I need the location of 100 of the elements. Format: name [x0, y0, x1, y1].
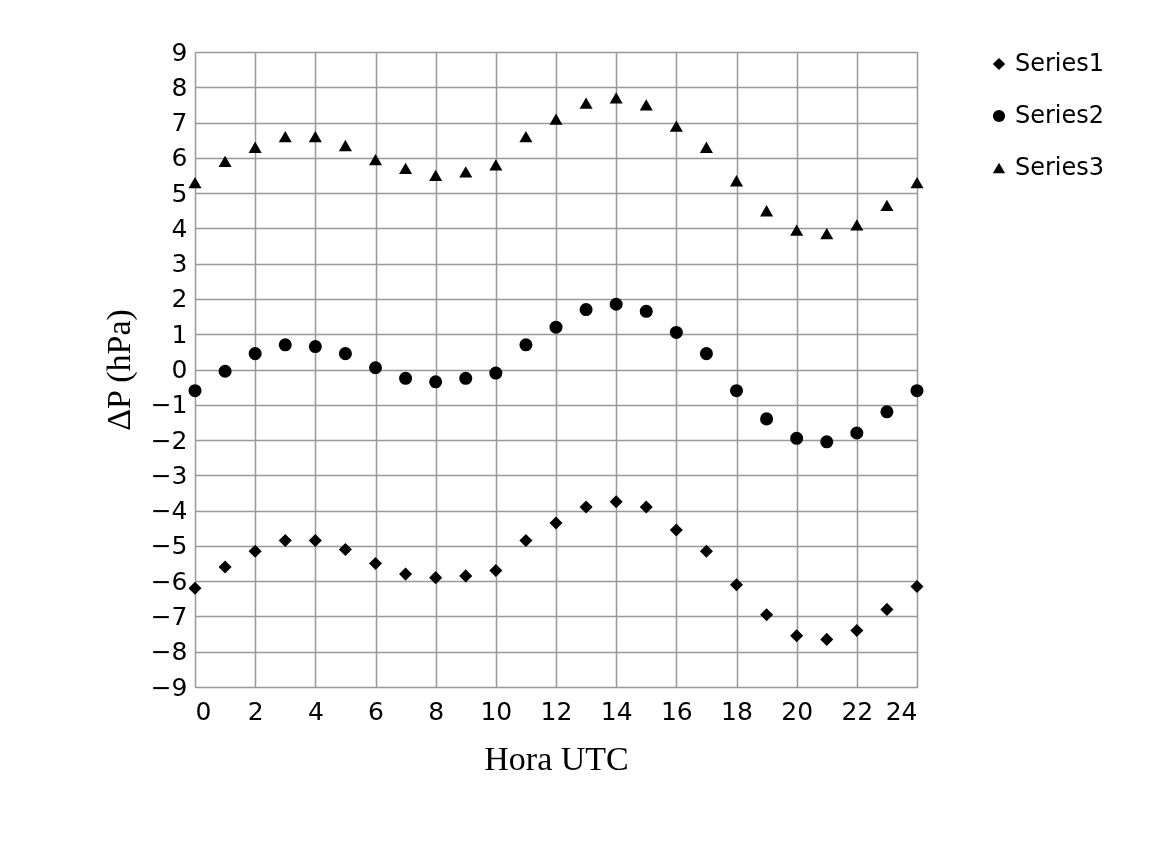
- point: [429, 375, 443, 389]
- point: [459, 166, 473, 178]
- point: [729, 578, 744, 592]
- point: [820, 228, 834, 240]
- point: [579, 500, 593, 514]
- point: [790, 629, 804, 643]
- y-axis-title: ΔP (hPa): [99, 309, 138, 431]
- point: [549, 320, 563, 334]
- y-tick-label: −8: [150, 637, 188, 667]
- x-tick-label: 12: [540, 696, 573, 726]
- point: [188, 176, 202, 189]
- y-tick-label: 1: [171, 319, 188, 349]
- point: [760, 412, 774, 426]
- x-tick-label: 0: [195, 696, 212, 726]
- point: [218, 155, 232, 168]
- y-tick-label: 3: [171, 249, 188, 279]
- y-tick-label: −1: [150, 390, 188, 420]
- y-tick-label: 9: [171, 37, 188, 67]
- point: [820, 435, 834, 449]
- y-tick-label: −4: [150, 496, 188, 526]
- x-tick-label: 20: [781, 696, 814, 726]
- point: [910, 176, 924, 189]
- point: [790, 224, 804, 236]
- point: [519, 131, 533, 143]
- point: [760, 205, 774, 217]
- point: [910, 384, 924, 398]
- point: [188, 384, 202, 398]
- x-tick-label: 6: [368, 696, 384, 726]
- point: [278, 131, 292, 143]
- point: [278, 534, 292, 548]
- x-tick-label: 24: [885, 696, 918, 726]
- point: [519, 534, 533, 548]
- point: [609, 297, 623, 311]
- point: [639, 500, 653, 514]
- point: [910, 579, 924, 593]
- point: [368, 153, 383, 166]
- point: [459, 371, 473, 385]
- point: [820, 632, 834, 646]
- point: [368, 557, 383, 571]
- point: [248, 141, 262, 153]
- point: [338, 139, 352, 152]
- y-tick-label: −6: [150, 566, 188, 596]
- point: [308, 340, 322, 354]
- point: [669, 120, 683, 132]
- point: [850, 219, 864, 231]
- point: [850, 624, 864, 638]
- x-tick-label: 16: [660, 696, 693, 726]
- y-tick-label: 0: [171, 355, 188, 384]
- x-tick-label: 18: [721, 696, 753, 726]
- y-tick-label: −7: [150, 601, 188, 631]
- y-tick-label: 8: [171, 72, 188, 102]
- point: [308, 131, 322, 143]
- x-tick-label: 8: [428, 696, 445, 726]
- point: [549, 516, 563, 530]
- point: [850, 426, 864, 440]
- point: [399, 162, 413, 175]
- point: [338, 347, 352, 361]
- point: [399, 371, 413, 385]
- point: [579, 303, 593, 317]
- point: [699, 544, 713, 558]
- y-tick-label: −3: [150, 460, 188, 490]
- y-tick-label: 5: [171, 178, 188, 208]
- point: [639, 99, 653, 111]
- x-tick-label: 22: [841, 696, 874, 726]
- point: [609, 495, 623, 509]
- point: [278, 338, 292, 352]
- point: [459, 569, 473, 583]
- y-tick-label: −9: [150, 672, 188, 702]
- x-tick-label: 2: [247, 696, 264, 726]
- point: [489, 564, 503, 578]
- y-tick-label: −2: [150, 425, 188, 455]
- point: [729, 384, 744, 398]
- y-tick-label: 4: [171, 213, 188, 243]
- point: [880, 602, 894, 616]
- point: [429, 169, 443, 182]
- x-tick-label: 4: [307, 696, 324, 726]
- point: [399, 567, 413, 581]
- point: [218, 560, 232, 574]
- point: [880, 199, 894, 212]
- point: [549, 113, 563, 125]
- point: [218, 364, 232, 378]
- point: [729, 175, 744, 187]
- point: [579, 97, 593, 109]
- x-tick-label: 10: [480, 696, 513, 726]
- point: [248, 544, 262, 558]
- x-tick-label: 14: [600, 696, 633, 726]
- y-tick-label: 2: [171, 284, 188, 314]
- legend-label: Series3: [1015, 153, 1105, 181]
- point: [489, 159, 503, 171]
- point: [639, 304, 653, 318]
- point: [790, 431, 804, 445]
- point: [248, 347, 262, 361]
- point: [368, 361, 383, 375]
- point: [609, 92, 623, 104]
- point: [669, 325, 683, 339]
- y-tick-label: 7: [171, 108, 188, 138]
- point: [519, 338, 533, 352]
- legend-label: Series2: [1015, 101, 1105, 129]
- point: [308, 534, 322, 548]
- point: [429, 571, 443, 585]
